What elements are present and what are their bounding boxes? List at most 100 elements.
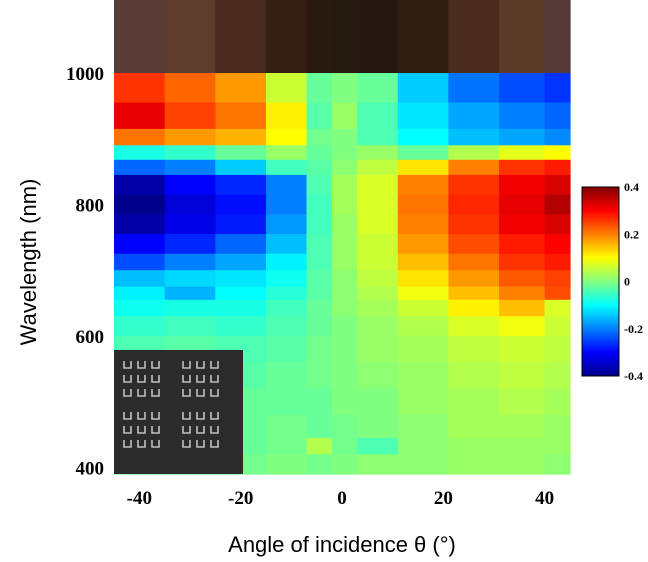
heatmap-cell bbox=[306, 145, 333, 161]
heatmap-cell bbox=[448, 128, 500, 146]
inset-resonator bbox=[196, 361, 205, 369]
heatmap-cell bbox=[215, 145, 267, 161]
heatmap-cell bbox=[331, 454, 358, 475]
y-tick-label: 400 bbox=[76, 458, 105, 479]
heatmap-cell bbox=[306, 174, 333, 196]
heatmap-cell bbox=[357, 388, 399, 416]
heatmap-cell bbox=[499, 299, 546, 317]
heatmap-cell bbox=[499, 234, 546, 255]
heatmap-cell bbox=[331, 102, 358, 130]
heatmap-cell bbox=[266, 174, 308, 196]
heatmap-cell bbox=[357, 286, 399, 301]
heatmap-cell bbox=[215, 128, 267, 146]
heatmap-cell bbox=[397, 286, 449, 301]
inset-resonator bbox=[210, 375, 219, 383]
inset-resonator bbox=[151, 389, 160, 397]
colorbar-tick-labels: 0.4 0.2 0 -0.2 -0.4 bbox=[624, 180, 643, 383]
heatmap-cell bbox=[164, 253, 216, 271]
heatmap-cell bbox=[544, 73, 571, 104]
heatmap-cell bbox=[266, 194, 308, 215]
colorbar-tick-label: -0.2 bbox=[624, 322, 643, 336]
heatmap-cell bbox=[266, 234, 308, 255]
heatmap-cell bbox=[306, 454, 333, 475]
x-tick-label: 0 bbox=[337, 488, 347, 509]
heatmap-cell bbox=[306, 159, 333, 176]
strip-segment bbox=[164, 0, 216, 73]
sem-inset-image bbox=[114, 350, 243, 474]
heatmap-cell bbox=[357, 253, 399, 271]
heatmap-cell bbox=[164, 145, 216, 161]
heatmap-cell bbox=[306, 102, 333, 130]
heatmap-cell bbox=[397, 159, 449, 176]
colorbar-tick-label: 0.4 bbox=[624, 180, 639, 194]
heatmap-cell bbox=[164, 316, 216, 337]
heatmap-cell bbox=[499, 214, 546, 235]
inset-resonator bbox=[182, 389, 191, 397]
heatmap-cell bbox=[397, 145, 449, 161]
heatmap-cell bbox=[306, 335, 333, 363]
heatmap-cell bbox=[331, 299, 358, 317]
heatmap-cell bbox=[266, 437, 308, 455]
heatmap-cell bbox=[397, 234, 449, 255]
heatmap-cell bbox=[448, 286, 500, 301]
heatmap-cell bbox=[266, 159, 308, 176]
colorbar-tick-label: 0.2 bbox=[624, 227, 639, 241]
heatmap-cell bbox=[544, 128, 571, 146]
heatmap-cell bbox=[215, 234, 267, 255]
heatmap-cell bbox=[114, 145, 166, 161]
heatmap-cell bbox=[331, 362, 358, 390]
heatmap-cell bbox=[164, 102, 216, 130]
heatmap-cell bbox=[448, 174, 500, 196]
heatmap-cell bbox=[448, 270, 500, 288]
inset-resonator bbox=[210, 361, 219, 369]
strip-segment bbox=[544, 0, 571, 73]
heatmap-cell bbox=[266, 102, 308, 130]
inset-resonator bbox=[196, 412, 205, 420]
heatmap-cell bbox=[114, 253, 166, 271]
heatmap-cell bbox=[499, 414, 546, 439]
heatmap-cell bbox=[331, 270, 358, 288]
heatmap-cell bbox=[544, 145, 571, 161]
heatmap-cell bbox=[544, 159, 571, 176]
heatmap-cell bbox=[448, 388, 500, 416]
heatmap-cell bbox=[331, 316, 358, 337]
heatmap-cell bbox=[397, 102, 449, 130]
heatmap-cell bbox=[215, 316, 267, 337]
heatmap-cell bbox=[357, 335, 399, 363]
heatmap-cell bbox=[397, 316, 449, 337]
y-tick-label: 600 bbox=[76, 327, 105, 348]
strip-segment bbox=[397, 0, 449, 73]
inset-resonator bbox=[151, 412, 160, 420]
heatmap-cell bbox=[331, 73, 358, 104]
heatmap-cell bbox=[331, 335, 358, 363]
heatmap-cell bbox=[544, 362, 571, 390]
heatmap-cell bbox=[266, 454, 308, 475]
heatmap-cell bbox=[357, 73, 399, 104]
heatmap-cell bbox=[306, 214, 333, 235]
heatmap-cell bbox=[544, 194, 571, 215]
heatmap-cell bbox=[164, 159, 216, 176]
heatmap-cell bbox=[544, 270, 571, 288]
heatmap-cell bbox=[114, 102, 166, 130]
heatmap-cell bbox=[114, 299, 166, 317]
inset-resonator bbox=[196, 375, 205, 383]
x-tick-label: -20 bbox=[228, 488, 253, 509]
inset-resonator bbox=[196, 440, 205, 448]
heatmap-cell bbox=[499, 454, 546, 475]
heatmap-cell bbox=[448, 214, 500, 235]
heatmap-cell bbox=[331, 145, 358, 161]
inset-resonator bbox=[210, 426, 219, 434]
heatmap-cell bbox=[397, 388, 449, 416]
inset-resonator bbox=[151, 375, 160, 383]
heatmap-cell bbox=[499, 253, 546, 271]
heatmap-cell bbox=[448, 102, 500, 130]
heatmap-cell bbox=[499, 362, 546, 390]
heatmap-cell bbox=[448, 362, 500, 390]
heatmap-cell bbox=[164, 270, 216, 288]
heatmap-cell bbox=[215, 73, 267, 104]
heatmap-cell bbox=[164, 128, 216, 146]
heatmap-cell bbox=[331, 194, 358, 215]
heatmap-cell bbox=[215, 286, 267, 301]
inset-resonator bbox=[151, 440, 160, 448]
